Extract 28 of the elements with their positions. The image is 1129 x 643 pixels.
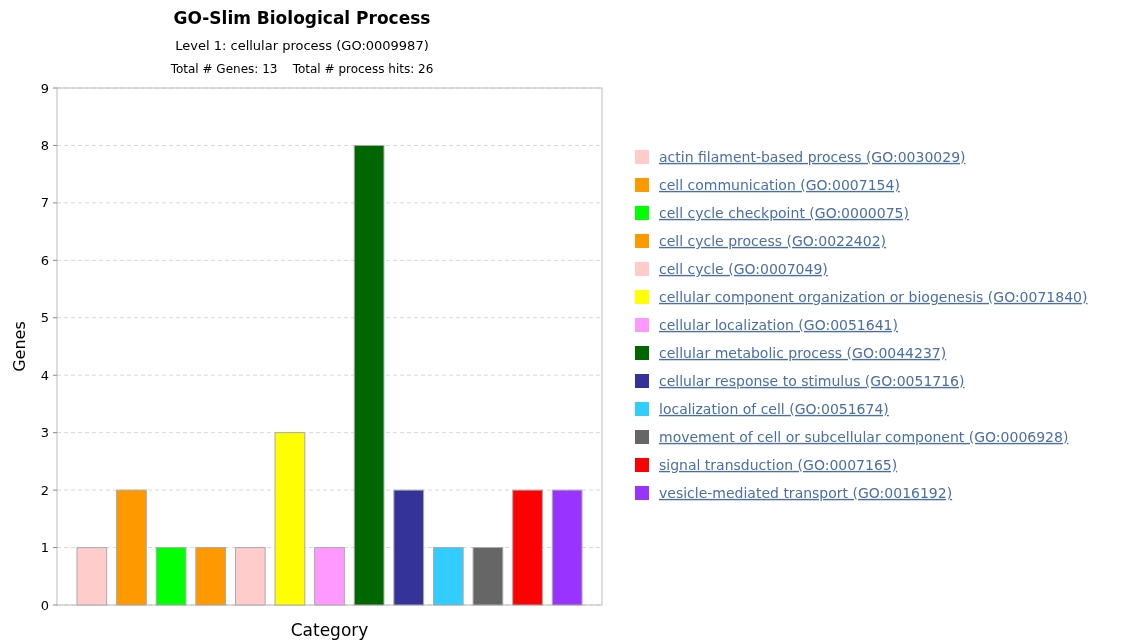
legend-label: signal transduction (GO:0007165): [659, 456, 898, 473]
legend-label: cell communication (GO:0007154): [659, 176, 900, 193]
y-tick-label: 7: [40, 195, 49, 211]
y-tick-label: 8: [40, 137, 49, 153]
legend-label: cellular metabolic process (GO:0044237): [659, 344, 947, 361]
y-tick-label: 3: [40, 425, 49, 441]
y-axis-title: Genes: [10, 321, 29, 372]
legend-label: movement of cell or subcellular component (GO:0006928): [659, 428, 1069, 445]
chart-subtitle: Level 1: cellular process (GO:0009987): [175, 38, 429, 53]
legend-label: cellular component organization or biogenesis (GO:0071840): [659, 288, 1088, 305]
legend-label: vesicle-mediated transport (GO:0016192): [659, 484, 953, 501]
chart-title: GO-Slim Biological Process: [173, 8, 431, 28]
legend-label: localization of cell (GO:0051674): [659, 400, 889, 417]
text: Total # Genes: 13 Total # process hits: 26: [169, 62, 434, 76]
legend-label: cell cycle process (GO:0022402): [659, 232, 887, 249]
y-tick-label: 0: [40, 597, 49, 613]
legend-label: cellular response to stimulus (GO:0051716): [659, 372, 965, 389]
y-tick-label: 1: [40, 540, 49, 556]
y-tick-label: 4: [40, 367, 49, 383]
legend-label: cell cycle (GO:0007049): [659, 260, 828, 277]
y-tick-label: 2: [40, 482, 49, 498]
legend-label: cellular localization (GO:0051641): [659, 316, 898, 333]
y-tick-label: 9: [40, 80, 49, 96]
legend-label: cell cycle checkpoint (GO:0000075): [659, 204, 909, 221]
x-axis-title: Category: [290, 620, 369, 640]
y-tick-label: 6: [40, 252, 49, 268]
legend-label: actin filament-based process (GO:0030029): [659, 148, 966, 165]
y-tick-label: 5: [40, 310, 49, 326]
